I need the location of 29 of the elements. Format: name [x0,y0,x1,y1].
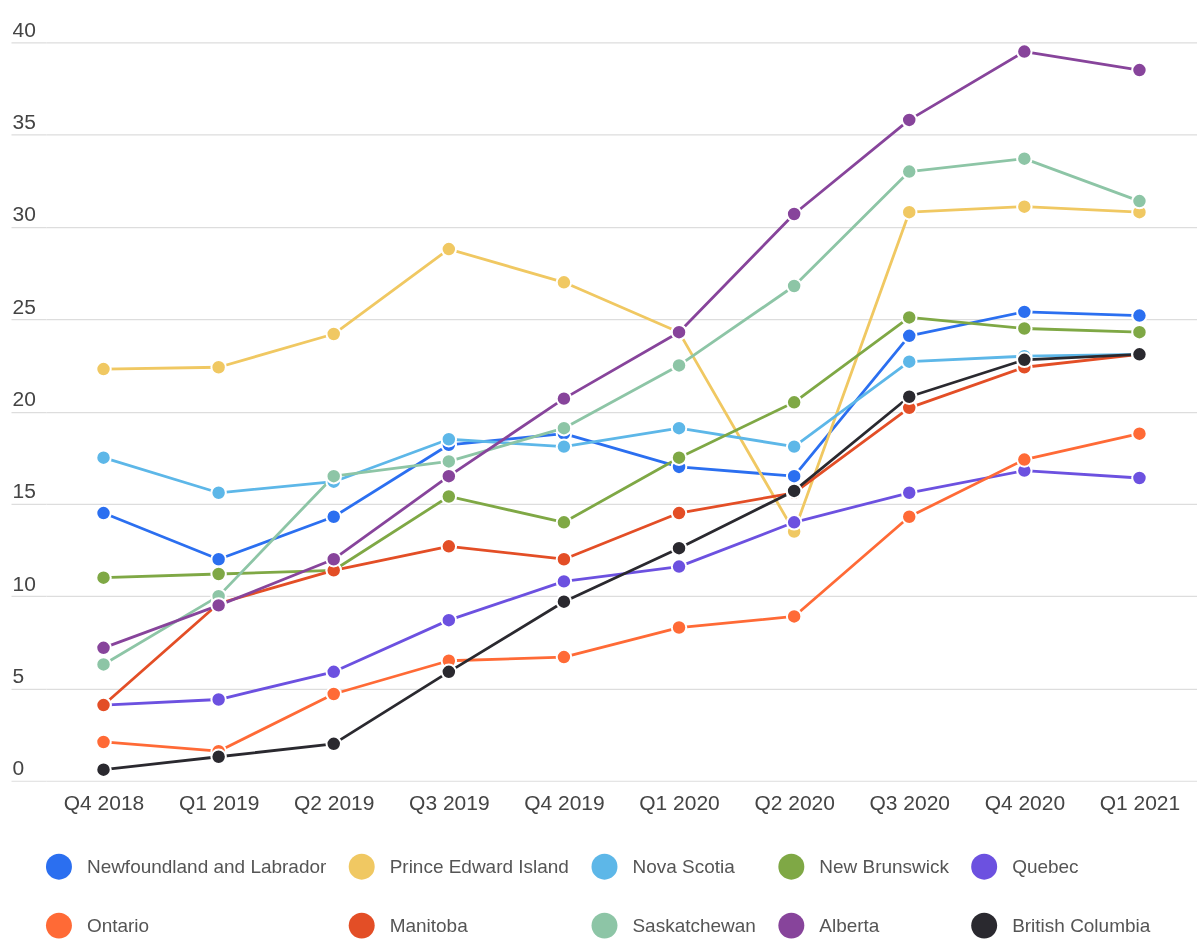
y-tick-label: 10 [12,571,36,595]
y-tick-label: 40 [12,17,36,41]
x-tick-label: Q4 2018 [63,791,145,815]
y-tick-label: 0 [12,756,25,780]
legend-label: Ontario [86,914,150,936]
x-tick-label: Q3 2019 [409,791,490,815]
x-tick-label: Q1 2021 [1099,791,1181,815]
x-tick-label: Q1 2020 [639,791,720,815]
legend-label: Newfoundland and Labrador [86,855,327,877]
legend-label: Prince Edward Island [389,855,569,877]
legend-label: Quebec [1012,855,1079,877]
y-tick-label: 30 [12,202,36,226]
y-tick-label: 20 [12,387,36,411]
legend-label: New Brunswick [819,855,950,877]
x-tick-label: Q4 2020 [984,791,1066,815]
x-tick-label: Q3 2020 [869,791,950,815]
x-tick-label: Q2 2020 [754,791,835,815]
x-tick-label: Q2 2019 [293,791,375,815]
legend-label: Saskatchewan [632,914,756,936]
x-tick-label: Q4 2019 [524,791,605,815]
legend-label: Alberta [819,914,880,936]
legend-label: Nova Scotia [632,855,736,877]
y-tick-label: 25 [12,294,36,318]
legend-label: British Columbia [1012,914,1151,936]
x-tick-label: Q1 2019 [178,791,260,815]
y-tick-label: 15 [12,479,36,503]
legend-label: Manitoba [389,914,469,936]
y-tick-label: 35 [12,110,36,134]
y-tick-label: 5 [12,663,25,687]
